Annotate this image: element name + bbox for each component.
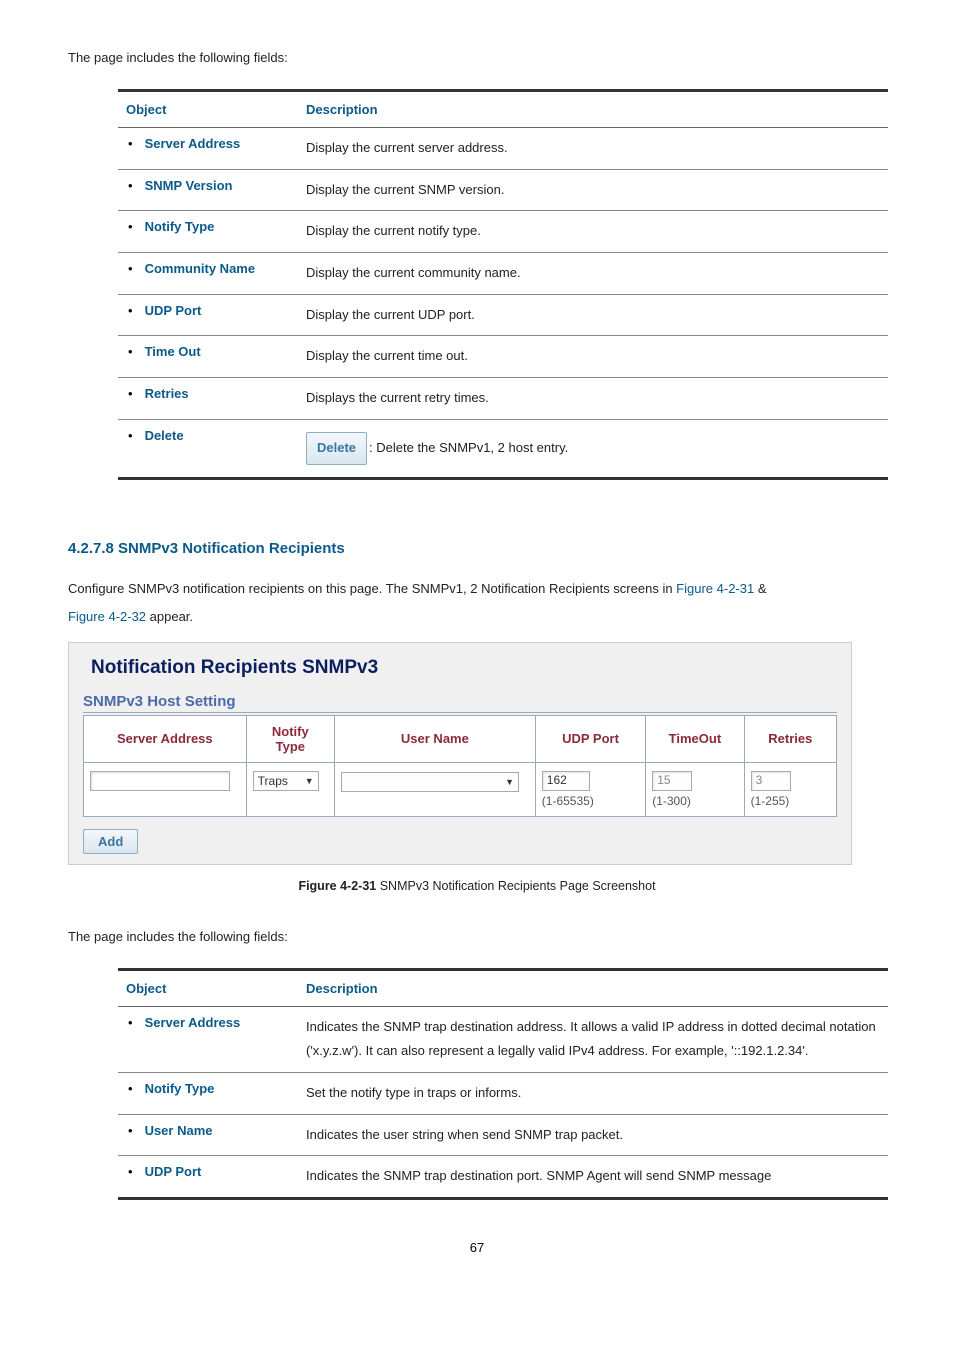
figure-link-1[interactable]: Figure 4-2-31 [676,581,754,596]
table-row-object: •UDP Port [118,1156,298,1199]
section-body-text: Configure SNMPv3 notification recipients… [68,575,886,632]
table-row-desc: Display the current server address. [298,128,888,170]
figure-caption: Figure 4-2-31 SNMPv3 Notification Recipi… [68,879,886,893]
retries-cell: 3 (1-255) [744,762,836,816]
intro-text-2: The page includes the following fields: [68,929,886,944]
table-row-object: •Community Name [118,253,298,295]
table-row-object: •Notify Type [118,211,298,253]
config-col-header: TimeOut [646,715,744,762]
body-suffix: appear. [146,609,193,624]
table-row-object: •User Name [118,1114,298,1156]
snmpv3-screenshot: Notification Recipients SNMPv3 SNMPv3 Ho… [68,642,852,865]
table-row-desc: Indicates the SNMP trap destination addr… [298,1006,888,1072]
add-button[interactable]: Add [83,829,138,854]
table-row-object: •Retries [118,378,298,420]
table-row-object: •Server Address [118,128,298,170]
udp-range: (1-65535) [542,794,639,808]
table-row-desc: Delete: Delete the SNMPv1, 2 host entry. [298,419,888,478]
t2-header-description: Description [298,969,888,1006]
timeout-range: (1-300) [652,794,737,808]
retries-range: (1-255) [751,794,830,808]
intro-text-1: The page includes the following fields: [68,50,886,65]
udp-port-input[interactable]: 162 [542,771,590,791]
body-prefix: Configure SNMPv3 notification recipients… [68,581,676,596]
table-row-desc: Display the current notify type. [298,211,888,253]
config-table: Server AddressNotifyTypeUser NameUDP Por… [83,715,837,817]
figure-link-2[interactable]: Figure 4-2-32 [68,609,146,624]
screenshot-title: Notification Recipients SNMPv3 [91,657,837,679]
screenshot-subtitle: SNMPv3 Host Setting [83,693,837,713]
t1-header-object: Object [118,91,298,128]
table-row-object: •UDP Port [118,294,298,336]
config-col-header: Server Address [84,715,247,762]
user-name-cell: ▼ [334,762,535,816]
timeout-cell: 15 (1-300) [646,762,744,816]
page-number: 67 [68,1240,886,1255]
body-amp: & [754,581,766,596]
config-col-header: NotifyType [246,715,334,762]
fields-table-1: Object Description •Server AddressDispla… [118,89,888,480]
fields-table-2: Object Description •Server AddressIndica… [118,968,888,1200]
table-row-desc: Display the current time out. [298,336,888,378]
table-row-desc: Display the current UDP port. [298,294,888,336]
notify-type-select[interactable]: Traps▼ [253,771,319,791]
delete-button[interactable]: Delete [306,432,367,465]
table-row-object: •SNMP Version [118,169,298,211]
table-row-desc: Indicates the user string when send SNMP… [298,1114,888,1156]
table-row-desc: Displays the current retry times. [298,378,888,420]
table-row-object: •Server Address [118,1006,298,1072]
table-row-desc: Set the notify type in traps or informs. [298,1073,888,1115]
config-col-header: User Name [334,715,535,762]
config-col-header: Retries [744,715,836,762]
section-heading: 4.2.7.8 SNMPv3 Notification Recipients [68,540,886,557]
server-address-input[interactable] [90,771,230,791]
user-name-select[interactable]: ▼ [341,772,519,792]
retries-input[interactable]: 3 [751,771,791,791]
chevron-down-icon: ▼ [505,777,514,787]
table-row-object: •Time Out [118,336,298,378]
config-col-header: UDP Port [535,715,645,762]
table-row-desc: Display the current community name. [298,253,888,295]
timeout-input[interactable]: 15 [652,771,692,791]
table-row-desc: Indicates the SNMP trap destination port… [298,1156,888,1199]
notify-type-cell: Traps▼ [246,762,334,816]
table-row-desc: Display the current SNMP version. [298,169,888,211]
table-row-object: •Notify Type [118,1073,298,1115]
caption-figure-num: Figure 4-2-31 [298,879,379,893]
t2-header-object: Object [118,969,298,1006]
udp-port-cell: 162 (1-65535) [535,762,645,816]
table-row-object: •Delete [118,419,298,478]
server-address-cell [84,762,247,816]
t1-header-description: Description [298,91,888,128]
caption-text: SNMPv3 Notification Recipients Page Scre… [380,879,656,893]
chevron-down-icon: ▼ [305,776,314,786]
